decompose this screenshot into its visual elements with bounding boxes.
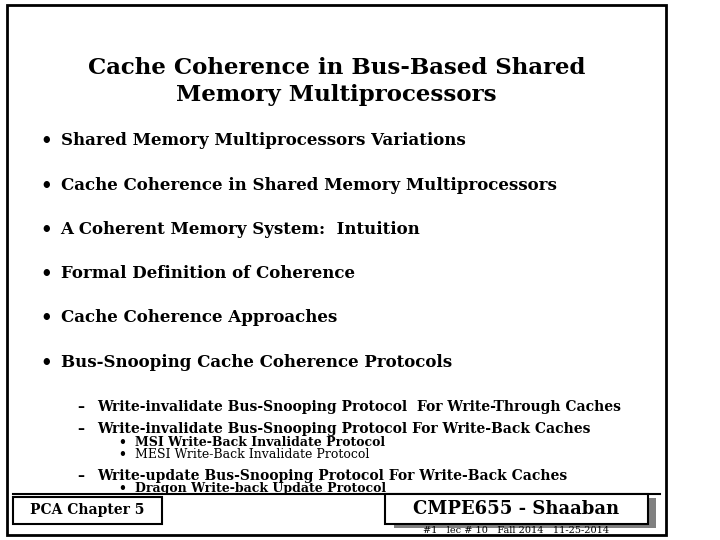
Text: Write-invalidate Bus-Snooping Protocol For Write-Back Caches: Write-invalidate Bus-Snooping Protocol F… [98, 422, 591, 436]
Text: •: • [40, 354, 52, 372]
Text: Cache Coherence Approaches: Cache Coherence Approaches [60, 309, 337, 326]
Text: •: • [40, 221, 52, 239]
Text: –: – [78, 422, 84, 436]
Text: •: • [118, 436, 126, 449]
Text: A Coherent Memory System:  Intuition: A Coherent Memory System: Intuition [60, 221, 420, 238]
FancyBboxPatch shape [6, 5, 666, 535]
Text: MESI Write-Back Invalidate Protocol: MESI Write-Back Invalidate Protocol [135, 448, 369, 461]
Text: •: • [40, 177, 52, 194]
Text: •: • [40, 132, 52, 150]
Text: •: • [118, 482, 126, 495]
Text: Dragon Write-back Update Protocol: Dragon Write-back Update Protocol [135, 482, 386, 495]
FancyBboxPatch shape [394, 498, 656, 528]
Text: #1   lec # 10   Fall 2014   11-25-2014: #1 lec # 10 Fall 2014 11-25-2014 [423, 526, 609, 535]
Text: Cache Coherence in Shared Memory Multiprocessors: Cache Coherence in Shared Memory Multipr… [60, 177, 557, 193]
Text: Write-invalidate Bus-Snooping Protocol  For Write-Through Caches: Write-invalidate Bus-Snooping Protocol F… [98, 400, 621, 414]
FancyBboxPatch shape [14, 497, 161, 524]
Text: •: • [118, 448, 126, 461]
Text: –: – [78, 469, 84, 483]
Text: Write-update Bus-Snooping Protocol For Write-Back Caches: Write-update Bus-Snooping Protocol For W… [98, 469, 568, 483]
Text: CMPE655 - Shaaban: CMPE655 - Shaaban [413, 500, 619, 518]
Text: Formal Definition of Coherence: Formal Definition of Coherence [60, 265, 354, 282]
FancyBboxPatch shape [385, 494, 647, 524]
Text: Bus-Snooping Cache Coherence Protocols: Bus-Snooping Cache Coherence Protocols [60, 354, 451, 370]
Text: PCA Chapter 5: PCA Chapter 5 [30, 503, 145, 517]
Text: •: • [40, 309, 52, 327]
Text: •: • [40, 265, 52, 283]
Text: MSI Write-Back Invalidate Protocol: MSI Write-Back Invalidate Protocol [135, 436, 384, 449]
Text: Shared Memory Multiprocessors Variations: Shared Memory Multiprocessors Variations [60, 132, 465, 149]
Text: –: – [78, 400, 84, 414]
Text: Cache Coherence in Bus-Based Shared
Memory Multiprocessors: Cache Coherence in Bus-Based Shared Memo… [88, 57, 585, 106]
